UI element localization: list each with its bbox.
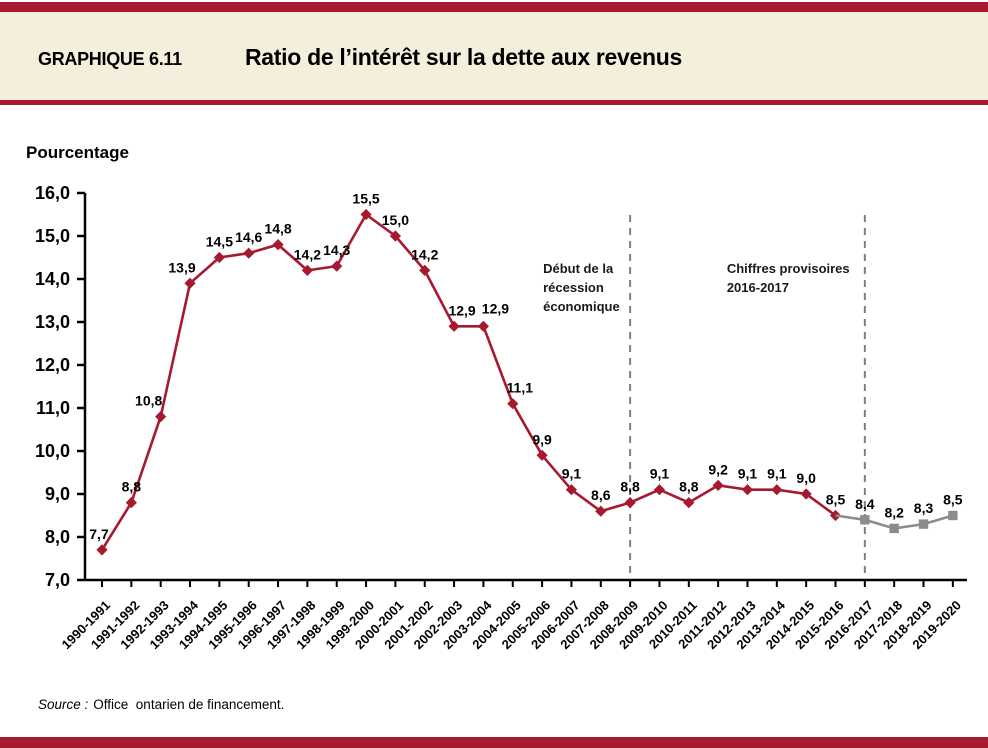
data-point-label: 8,4 — [855, 496, 875, 512]
source-note: Source : Office ontarien de financement. — [38, 697, 284, 712]
axis-unit-label: Pourcentage — [26, 143, 129, 162]
data-point-label: 9,1 — [738, 466, 758, 482]
data-point — [96, 544, 108, 556]
data-point-label: 12,9 — [448, 302, 475, 318]
data-point-label: 14,8 — [264, 221, 291, 237]
series-actual: 7,78,810,813,914,5 14,614,814,2 14,315,515… — [89, 191, 845, 556]
data-point — [536, 449, 548, 461]
y-tick-label: 14,0 — [35, 269, 70, 289]
footer-rule — [0, 737, 988, 748]
data-point-label: 13,9 — [168, 259, 195, 275]
y-tick-label: 9,0 — [45, 484, 70, 504]
data-point-label: 8,8 — [620, 479, 640, 495]
data-point-label: 9,1 — [767, 466, 787, 482]
data-point-label: 8,5 — [826, 492, 846, 508]
data-point — [918, 519, 929, 529]
annotation-text: Chiffres provisoires — [727, 261, 850, 276]
data-point-label: 8,3 — [914, 500, 934, 516]
line-chart-canvas: 7,0 8,0 9,0 10,0 11,0 12,0 13,0 14,0 15,0 16,0 199… — [35, 183, 967, 652]
data-point — [272, 239, 284, 251]
data-point-label: 7,7 — [89, 526, 109, 542]
data-point — [125, 497, 137, 509]
annotation-text: récession — [543, 280, 604, 295]
data-point-label: 15,0 — [382, 212, 409, 228]
y-axis-ticks: 7,0 8,0 9,0 10,0 11,0 12,0 13,0 14,0 15,0 16,0 — [35, 183, 85, 590]
data-point-label: 9,1 — [562, 466, 582, 482]
data-point — [565, 484, 578, 496]
data-point — [948, 510, 958, 521]
data-point — [860, 515, 870, 525]
y-tick-label: 11,0 — [36, 398, 70, 418]
data-point — [507, 398, 519, 410]
data-point-label: 9,9 — [532, 431, 552, 447]
source-prefix: Source : — [38, 697, 89, 712]
data-point-label: 8,8 — [679, 479, 699, 495]
y-tick-label: 13,0 — [35, 312, 70, 332]
header-bottom-rule — [0, 100, 988, 105]
data-point — [741, 484, 754, 496]
header-top-rule — [0, 2, 988, 12]
data-point-label: 12,9 — [482, 300, 509, 316]
y-tick-label: 15,0 — [35, 226, 70, 246]
data-point — [477, 320, 490, 332]
data-point — [712, 479, 724, 491]
data-point-label: 11,1 — [507, 380, 534, 396]
x-axis-ticks: 1990-19911991-19921992-19931993-19941994… — [59, 580, 964, 652]
data-point-label: 8,6 — [591, 487, 611, 503]
source-text: Office ontarien de financement. — [93, 697, 285, 712]
data-point — [683, 497, 695, 509]
annotation-text: économique — [543, 299, 620, 314]
data-point-label: 14,6 — [235, 229, 262, 245]
data-point-label: 14,2 — [294, 246, 321, 262]
data-point — [243, 247, 255, 259]
data-point-label: 9,2 — [708, 461, 728, 477]
annotations: Début de la récession économique Chiffres p… — [543, 215, 866, 578]
data-point — [448, 320, 460, 332]
data-point — [155, 411, 167, 423]
y-tick-label: 7,0 — [45, 570, 70, 590]
series-provisional: 8,4 8,2 8,3 8,5 — [835, 492, 963, 534]
data-point-label: 14,5 — [206, 234, 233, 250]
figure-number: GRAPHIQUE 6.11 — [38, 49, 182, 69]
data-point-label: 14,3 — [323, 242, 350, 258]
y-tick-label: 10,0 — [35, 441, 70, 461]
annotation-text: Début de la — [543, 261, 614, 276]
data-point — [389, 230, 401, 242]
data-point-label: 10,8 — [135, 393, 162, 409]
data-point — [595, 505, 607, 517]
data-point-label: 14,2 — [411, 246, 438, 262]
data-point — [213, 251, 225, 264]
axes — [83, 193, 967, 582]
y-tick-label: 16,0 — [35, 183, 70, 203]
figure-header: GRAPHIQUE 6.11 Ratio de l’intérêt sur la… — [0, 12, 988, 100]
data-point — [889, 523, 899, 534]
data-point-label: 8,8 — [122, 479, 142, 495]
data-point — [360, 208, 372, 221]
series-line — [100, 212, 837, 551]
data-point — [331, 260, 343, 272]
data-point — [624, 497, 636, 509]
figure-title: Ratio de l’intérêt sur la dette aux reve… — [245, 44, 683, 70]
annotation-text: 2016-2017 — [727, 280, 789, 295]
y-tick-label: 8,0 — [45, 527, 70, 547]
data-point-label: 8,5 — [943, 492, 963, 508]
data-point-label: 9,0 — [796, 470, 816, 486]
data-point — [653, 484, 666, 496]
data-point — [771, 484, 783, 496]
data-point-label: 9,1 — [650, 466, 670, 482]
data-point-label: 15,5 — [352, 191, 379, 207]
data-point — [184, 277, 196, 289]
data-point — [800, 488, 812, 500]
data-point-label: 8,2 — [884, 504, 904, 520]
y-tick-label: 12,0 — [35, 355, 70, 375]
